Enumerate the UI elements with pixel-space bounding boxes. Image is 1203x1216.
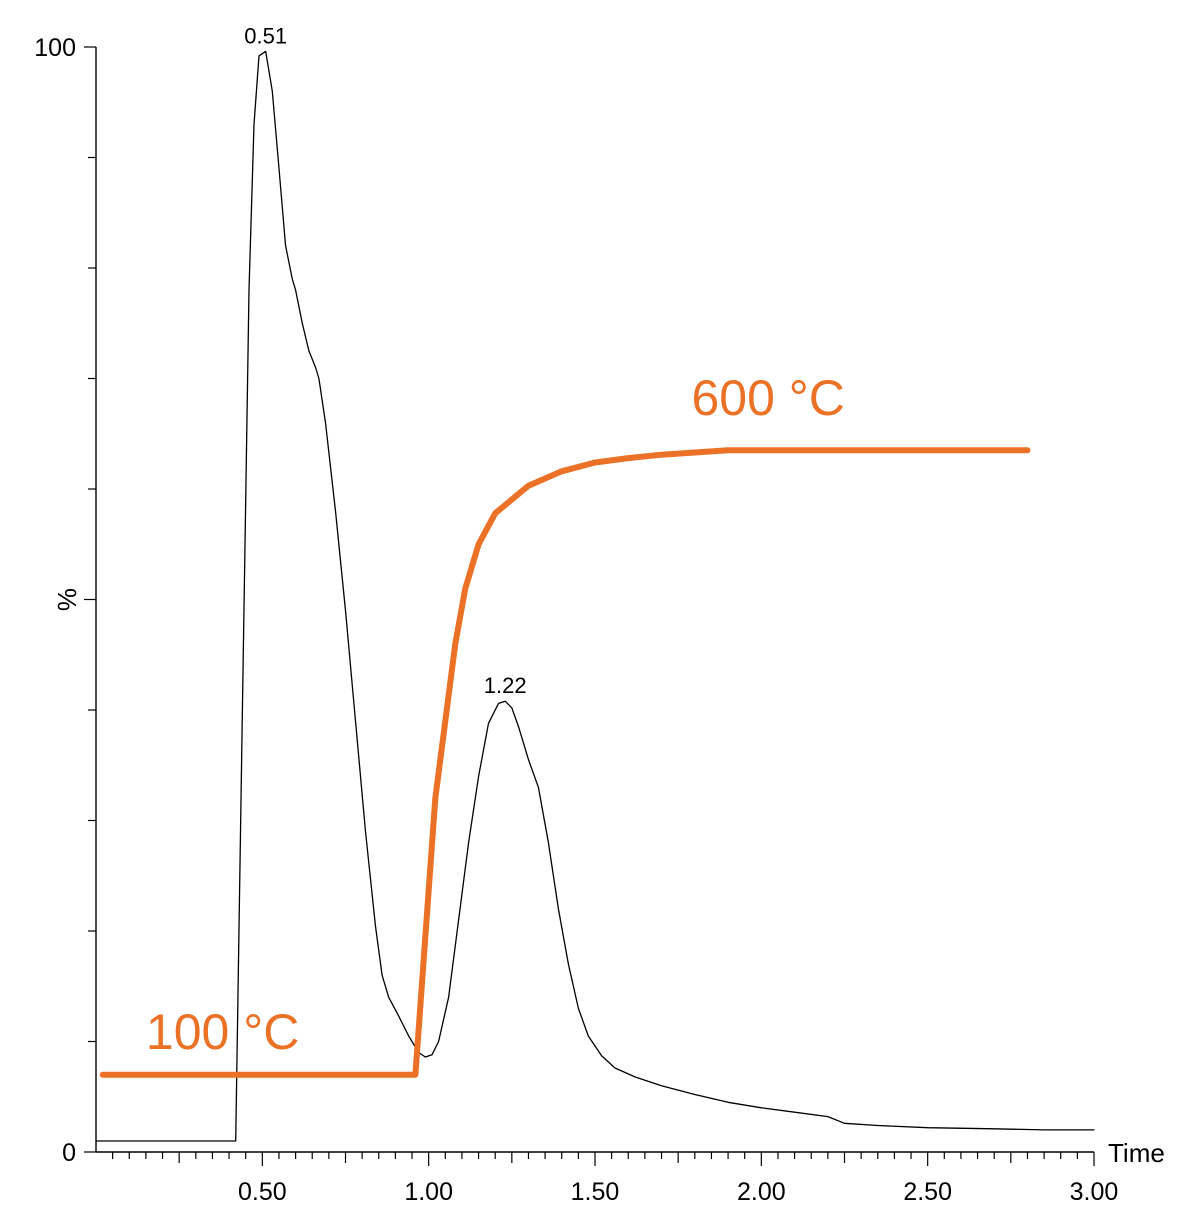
peak-label: 1.22 bbox=[484, 673, 527, 698]
axes bbox=[95, 47, 1094, 1153]
x-tick-label: 2.50 bbox=[903, 1178, 952, 1206]
y-tick-label: 0 bbox=[62, 1139, 76, 1167]
chromatogram-trace bbox=[95, 50, 1095, 1142]
temperature-annotation: 100 °C bbox=[146, 1004, 299, 1060]
temperature-annotation: 600 °C bbox=[691, 370, 844, 426]
x-tick-label: 3.00 bbox=[1070, 1178, 1119, 1206]
y-axis-title: % bbox=[52, 588, 82, 611]
annotation-layer: 100 °C 600 °C bbox=[146, 370, 845, 1060]
x-tick-label: 1.50 bbox=[571, 1178, 620, 1206]
series-layer: 0.51 1.22 bbox=[95, 23, 1095, 1142]
y-tick-label: 100 bbox=[34, 34, 76, 62]
x-tick-label: 0.50 bbox=[238, 1178, 287, 1206]
x-tick-label: 2.00 bbox=[737, 1178, 786, 1206]
temperature-program-line bbox=[99, 447, 1031, 1078]
x-tick-label: 1.00 bbox=[404, 1178, 453, 1206]
ticks: 0.50 1.00 1.50 2.00 2.50 3.00 0 100 bbox=[34, 34, 1118, 1206]
x-axis-title: Time bbox=[1108, 1138, 1165, 1168]
peak-label: 0.51 bbox=[244, 23, 287, 48]
